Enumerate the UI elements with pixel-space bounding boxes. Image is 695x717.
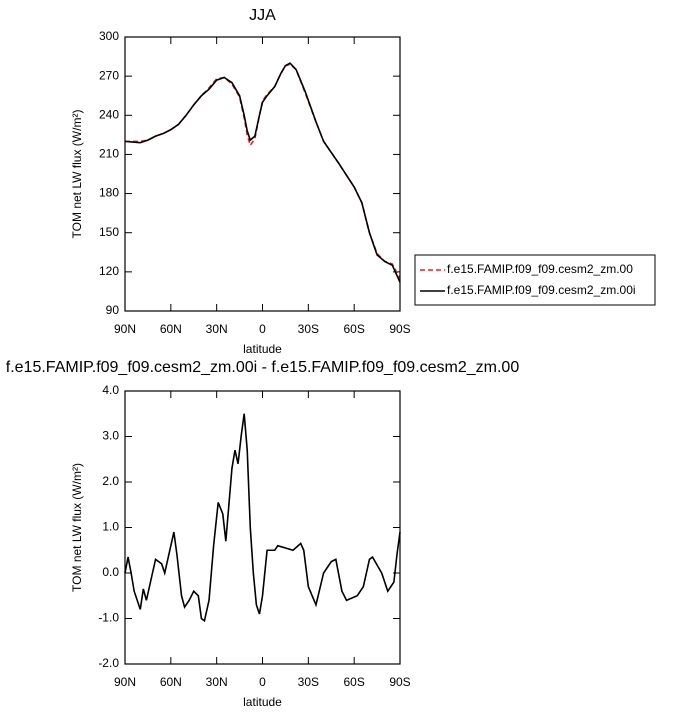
x-tick-label: 90N [114, 675, 136, 689]
y-tick-label: 300 [99, 29, 119, 43]
y-tick-label: 120 [99, 264, 119, 278]
y-tick-label: 150 [99, 225, 119, 239]
y-tick-label: 0.0 [102, 565, 119, 579]
x-axis-label: latitude [243, 695, 282, 709]
x-tick-label: 90N [114, 322, 136, 336]
x-tick-label: 0 [259, 322, 266, 336]
y-tick-label: 210 [99, 147, 119, 161]
data-line [125, 63, 401, 279]
x-tick-label: 90S [389, 322, 410, 336]
y-tick-label: 90 [106, 303, 120, 317]
x-tick-label: 30S [298, 322, 319, 336]
x-tick-label: 30N [206, 322, 228, 336]
x-tick-label: 0 [259, 675, 266, 689]
x-tick-label: 60N [160, 322, 182, 336]
y-tick-label: -2.0 [98, 656, 119, 670]
y-tick-label: 270 [99, 68, 119, 82]
plot-frame [124, 390, 401, 665]
y-tick-label: 2.0 [102, 474, 119, 488]
x-tick-label: 60S [343, 322, 364, 336]
y-axis-label: TOM net LW flux (W/m²) [70, 110, 84, 239]
x-tick-label: 30S [298, 675, 319, 689]
y-tick-label: 180 [99, 186, 119, 200]
legend-label: f.e15.FAMIP.f09_f09.cesm2_zm.00i [447, 283, 636, 297]
y-tick-label: 3.0 [102, 429, 119, 443]
x-tick-label: 90S [389, 675, 410, 689]
plot-frame [124, 36, 401, 312]
y-tick-label: 1.0 [102, 520, 119, 534]
legend-label: f.e15.FAMIP.f09_f09.cesm2_zm.00 [447, 262, 633, 276]
chart-title: f.e15.FAMIP.f09_f09.cesm2_zm.00i - f.e15… [6, 359, 520, 376]
legend-box [414, 254, 656, 306]
y-tick-label: 240 [99, 107, 119, 121]
y-tick-label: 4.0 [102, 383, 119, 397]
x-axis-label: latitude [243, 342, 282, 356]
y-axis-label: TOM net LW flux (W/m²) [70, 463, 84, 592]
x-tick-label: 60S [343, 675, 364, 689]
x-tick-label: 60N [160, 675, 182, 689]
x-tick-label: 30N [206, 675, 228, 689]
data-line [124, 62, 401, 283]
chart-title: JJA [249, 7, 276, 24]
y-tick-label: -1.0 [98, 611, 119, 625]
data-line [124, 413, 401, 623]
